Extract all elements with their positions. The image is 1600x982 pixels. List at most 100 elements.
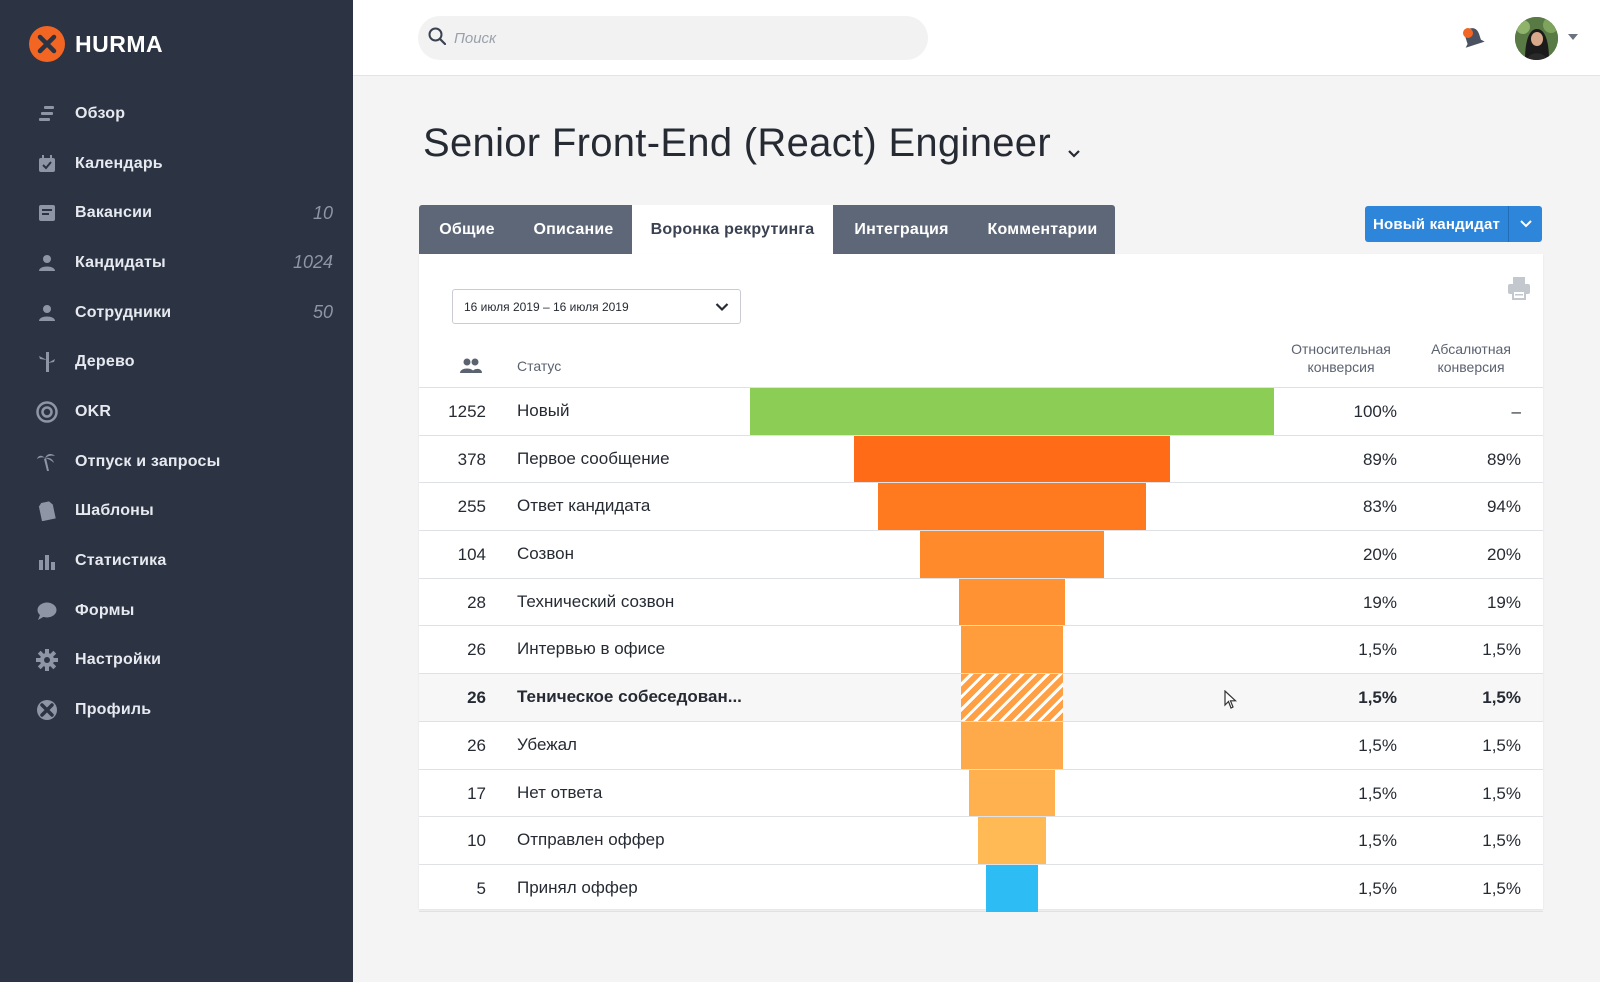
funnel-status: Первое сообщение [517,448,670,468]
funnel-row[interactable]: 255 Ответ кандидата 83% 94% [419,482,1543,531]
funnel-row[interactable]: 28 Технический созвон 19% 19% [419,577,1543,626]
funnel-bar [968,769,1056,817]
logo[interactable]: HURMA [29,26,163,62]
absolute-conversion-value: 89% [1486,449,1521,469]
funnel-count: 17 [467,783,486,803]
print-icon[interactable] [1507,276,1531,305]
new-candidate-split-button: Новый кандидат [1365,206,1542,242]
sidebar-item-tree[interactable]: Дерево [0,337,353,387]
top-bar [353,0,1600,76]
relative-conversion-value: 1,5% [1358,688,1397,708]
okr-target-icon [36,401,58,423]
tab-description[interactable]: Описание [515,205,632,254]
sidebar-item-overview[interactable]: Обзор [0,89,353,139]
profile-icon [36,699,58,721]
relative-conversion-value: 1,5% [1358,831,1397,851]
funnel-count: 10 [467,831,486,851]
funnel-count: 378 [457,449,486,469]
funnel-row[interactable]: 104 Созвон 20% 20% [419,530,1543,578]
chevron-down-icon[interactable] [1067,124,1081,169]
funnel-table-header: Статус Относительная конверсия Абсалютна… [419,334,1543,388]
funnel-count: 26 [467,640,486,660]
funnel-row[interactable]: 378 Первое сообщение 89% 89% [419,434,1543,483]
funnel-bar [958,578,1066,626]
calendar-icon [36,153,58,175]
sidebar-item-settings[interactable]: Настройки [0,636,353,686]
funnel-count: 28 [467,592,486,612]
funnel-rows: 1252 Новый 100% – 378 Первое сообщение 89% 89% 2… [419,387,1543,912]
relative-conversion-value: 100% [1353,402,1397,421]
funnel-row[interactable]: 26 Интервью в офисе 1,5% 1,5% [419,625,1543,674]
sidebar-item-forms[interactable]: Формы [0,586,353,636]
relative-conversion-value: 1,5% [1358,878,1397,898]
search-box[interactable] [418,16,928,60]
chevron-down-icon [715,301,729,315]
funnel-bar [960,721,1064,769]
funnel-count: 1252 [448,402,486,421]
date-range-select[interactable]: 16 июля 2019 – 16 июля 2019 [452,289,741,324]
date-range-value: 16 июля 2019 – 16 июля 2019 [464,299,629,314]
funnel-count: 26 [467,688,486,708]
relative-conversion-value: 19% [1362,592,1397,612]
funnel-status: Теническое собеседован... [517,687,742,707]
sidebar-item-vacation[interactable]: Отпуск и запросы [0,437,353,487]
relative-conversion-value: 1,5% [1358,640,1397,660]
candidates-icon [36,252,58,274]
forms-chat-icon [36,600,58,622]
sidebar-item-profile[interactable]: Профиль [0,685,353,735]
funnel-status: Принял оффер [517,877,638,897]
funnel-row[interactable]: 26 Теническое собеседован... 1,5% 1,5% [419,673,1543,721]
sidebar-item-statistics[interactable]: Статистика [0,536,353,586]
funnel-count: 104 [457,545,486,565]
funnel-panel: 16 июля 2019 – 16 июля 2019 Статус Относ… [419,254,1543,912]
vacancies-icon [36,202,58,224]
funnel-status: Новый [517,401,570,420]
employees-icon [36,302,58,324]
sidebar-item-calendar[interactable]: Календарь [0,139,353,189]
funnel-row[interactable]: 26 Убежал 1,5% 1,5% [419,720,1543,769]
user-menu-caret-icon[interactable] [1568,34,1578,40]
funnel-row[interactable]: 1252 Новый 100% – [419,387,1543,435]
sidebar-item-candidates[interactable]: Кандидаты 1024 [0,238,353,288]
tab-integration[interactable]: Интеграция [833,205,970,254]
search-icon [428,27,447,50]
funnel-status: Убежал [517,734,577,754]
funnel-bar [877,483,1147,531]
sidebar-item-employees[interactable]: Сотрудники 50 [0,288,353,338]
tab-comments[interactable]: Комментарии [970,205,1115,254]
funnel-bar [750,388,1274,435]
tree-icon [36,351,58,373]
statistics-icon [36,550,58,572]
user-avatar[interactable] [1515,17,1558,60]
funnel-row[interactable]: 17 Нет ответа 1,5% 1,5% [419,768,1543,817]
chevron-down-icon [1519,220,1532,228]
relative-conversion-value: 83% [1362,497,1397,517]
notifications-bell-icon[interactable] [1459,24,1487,52]
funnel-row[interactable]: 5 Принял оффер 1,5% 1,5% [419,863,1543,912]
funnel-status: Ответ кандидата [517,496,651,516]
search-input[interactable] [454,29,914,47]
absolute-conversion-value: – [1511,402,1521,421]
funnel-status: Интервью в офисе [517,639,666,659]
tab-recruiting-funnel[interactable]: Воронка рекрутинга [632,205,833,254]
new-candidate-button[interactable]: Новый кандидат [1365,206,1508,242]
absolute-conversion-value: 94% [1486,497,1521,517]
sidebar-item-vacancies[interactable]: Вакансии 10 [0,188,353,238]
absolute-conversion-value: 1,5% [1482,735,1521,755]
sidebar: HURMA Обзор Календарь Вакансии 10 [0,0,353,982]
tab-general[interactable]: Общие [419,205,515,254]
vacancy-title: Senior Front-End (React) Engineer [423,121,1051,165]
vacation-palm-icon [36,451,58,473]
funnel-count: 26 [467,735,486,755]
sidebar-item-templates[interactable]: Шаблоны [0,487,353,537]
relative-conversion-value: 89% [1362,449,1397,469]
new-candidate-dropdown-button[interactable] [1508,206,1542,242]
funnel-count: 5 [476,878,486,898]
sidebar-item-okr[interactable]: OKR [0,387,353,437]
logo-text: HURMA [75,30,164,57]
people-icon [460,358,482,379]
funnel-bar [919,531,1105,578]
page-title[interactable]: Senior Front-End (React) Engineer [423,118,1081,169]
funnel-bar [977,817,1047,864]
funnel-row[interactable]: 10 Отправлен оффер 1,5% 1,5% [419,816,1543,864]
